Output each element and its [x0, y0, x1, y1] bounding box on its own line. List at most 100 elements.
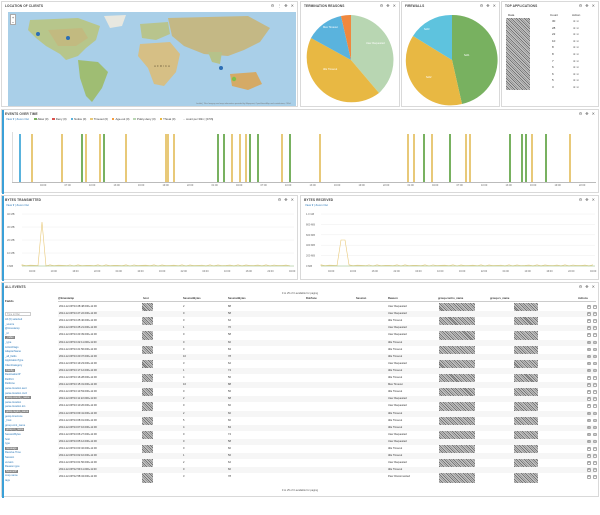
- zoom-in-button[interactable]: ⊕: [587, 361, 591, 366]
- expand-button[interactable]: ▾: [593, 454, 597, 458]
- zoom-icon[interactable]: ⊕ ⊖: [573, 85, 579, 89]
- table-row[interactable]: 2014-12-09T13:21:56.000+11:00 0 84 Idle Tim…: [58, 347, 597, 353]
- col-header[interactable]: Session: [356, 297, 367, 300]
- field-item[interactable]: DstZone: [5, 382, 15, 386]
- close-icon[interactable]: ✕: [591, 110, 595, 116]
- close-icon[interactable]: ✕: [392, 2, 396, 8]
- move-icon[interactable]: ✥: [486, 2, 490, 8]
- bytes-rx-sublabel[interactable]: View ▾ | Zoom Out: [305, 203, 328, 207]
- zoom-in-button[interactable]: ⊕: [587, 347, 591, 352]
- table-row[interactable]: 2014-12-09T13:02:10.000+11:00 1 56 Idle Tim…: [58, 453, 597, 460]
- field-group[interactable]: Config: [5, 368, 15, 372]
- col-count[interactable]: Count: [550, 13, 559, 17]
- event-bar[interactable]: [217, 134, 219, 182]
- zoom-in-button[interactable]: ⊕: [587, 404, 591, 408]
- events-sublabel[interactable]: View ▾ | Zoom Out: [6, 117, 29, 121]
- expand-button[interactable]: ▾: [593, 390, 597, 394]
- event-bar[interactable]: [223, 134, 225, 182]
- field-group[interactable]: group.rs_name: [5, 428, 25, 432]
- gear-icon[interactable]: ⚙: [578, 2, 583, 8]
- event-bar[interactable]: [413, 134, 415, 182]
- col-data[interactable]: Data: [508, 13, 515, 17]
- event-bar[interactable]: [85, 134, 87, 182]
- world-map[interactable]: + − AFRICA: [8, 12, 296, 106]
- expand-button[interactable]: ▾: [593, 340, 597, 344]
- event-bar[interactable]: [289, 134, 291, 182]
- move-icon[interactable]: ✥: [284, 2, 288, 8]
- gear-icon[interactable]: ⚙: [379, 2, 384, 8]
- expand-button[interactable]: ▾: [593, 368, 597, 373]
- legend-item[interactable]: Timeout (0): [90, 117, 108, 121]
- bytes-rx-chart[interactable]: 1.0 GB 800 MB 600 MB 400 MB 200 MB 0 MB 04:00 1…: [305, 208, 597, 280]
- zoom-icon[interactable]: ⊕ ⊖: [573, 71, 579, 76]
- zoom-in-button[interactable]: ⊕: [587, 305, 591, 309]
- legend-item[interactable]: ... count per 30m | [0.5h]: [179, 117, 213, 121]
- close-icon[interactable]: ✕: [591, 196, 595, 202]
- field-group[interactable]: message: [5, 446, 18, 450]
- field-item[interactable]: DstPort: [5, 377, 14, 381]
- expand-button[interactable]: ▾: [593, 432, 597, 437]
- table-row[interactable]: 2014-12-09T13:03:32.000+11:00 0 60 Idle Tim…: [58, 446, 597, 452]
- col-header[interactable]: group.contro_name: [438, 297, 464, 300]
- col-header[interactable]: Actions: [578, 297, 588, 300]
- zoom-in-button[interactable]: ⊕: [587, 376, 591, 380]
- gear-icon[interactable]: ⚙: [578, 110, 583, 116]
- col-header[interactable]: SessionBytes: [228, 297, 246, 300]
- expand-button[interactable]: ▾: [593, 376, 597, 380]
- expand-button[interactable]: ▾: [593, 425, 597, 430]
- events-plot[interactable]: [12, 132, 596, 182]
- expand-button[interactable]: ▾: [593, 312, 597, 316]
- firewalls-pie[interactable]: fw01 fw02 fw03: [402, 8, 501, 108]
- field-item[interactable]: DestinationIP: [5, 373, 21, 377]
- zoom-in-button[interactable]: ⊕: [587, 326, 591, 330]
- close-icon[interactable]: ✕: [290, 196, 294, 202]
- info-icon[interactable]: ⋮: [277, 2, 282, 8]
- field-item[interactable]: parse.location.rcvd: [5, 391, 27, 395]
- termination-pie[interactable]: User Requested Idle Timeout Max Timeout: [301, 8, 401, 108]
- table-row[interactable]: 2014-12-09T13:22:11.000+11:00 0 60 Idle Tim…: [58, 339, 597, 346]
- expand-button[interactable]: ▾: [593, 411, 597, 415]
- event-bar[interactable]: [125, 134, 127, 182]
- field-item[interactable]: _host: [5, 419, 12, 423]
- zoom-icon[interactable]: ⊕ ⊖: [573, 19, 579, 23]
- expand-button[interactable]: ▾: [593, 439, 597, 444]
- legend-item[interactable]: Policy-deny (0): [133, 117, 156, 121]
- zoom-in-button[interactable]: ⊕: [587, 390, 591, 394]
- table-row[interactable]: 2014-12-09T13:05:12.000+11:00 0 58 User Req…: [58, 438, 597, 445]
- expand-button[interactable]: ▾: [593, 326, 597, 330]
- field-item[interactable]: @timestamp: [5, 327, 20, 331]
- event-bar[interactable]: [569, 134, 571, 182]
- field-item[interactable]: ApplicationType: [5, 359, 24, 363]
- zoom-controls[interactable]: + −: [10, 14, 16, 25]
- field-group[interactable]: SourceIP: [5, 469, 18, 473]
- expand-button[interactable]: ▾: [593, 361, 597, 366]
- event-bar[interactable]: [165, 134, 167, 182]
- col-header[interactable]: group.rs_name: [490, 297, 510, 300]
- series-line[interactable]: [320, 239, 594, 267]
- zoom-in-button[interactable]: ⊕: [587, 432, 591, 437]
- legend-item[interactable]: Threat (0): [159, 117, 175, 121]
- event-bar[interactable]: [31, 134, 33, 182]
- expand-button[interactable]: ▾: [593, 354, 597, 359]
- table-row[interactable]: 2014-12-09T13:13:53.000+11:00 0 56 Idle Tim…: [58, 389, 597, 395]
- table-row[interactable]: 2014-12-09T13:06:27.000+11:00 0 74 User Req…: [58, 432, 597, 438]
- zoom-in-button[interactable]: ⊕: [587, 354, 591, 359]
- fields-filter[interactable]: Type to filter: [5, 312, 31, 316]
- close-icon[interactable]: ✕: [591, 2, 595, 8]
- zoom-in-button[interactable]: ⊕: [587, 411, 591, 415]
- field-item[interactable]: _all_fields: [5, 354, 17, 358]
- table-row[interactable]: 2014-12-09T13:08:01.000+11:00 5 60 Idle Tim…: [58, 418, 597, 424]
- zoom-in-button[interactable]: ⊕: [587, 454, 591, 458]
- expand-button[interactable]: ▾: [593, 475, 597, 479]
- zoom-in-button[interactable]: ⊕: [587, 368, 591, 373]
- field-item[interactable]: parse.location.lon: [5, 405, 26, 409]
- legend-item[interactable]: Notice (0): [70, 117, 86, 121]
- col-action[interactable]: Action: [572, 13, 581, 17]
- table-row[interactable]: 2014-12-09T13:28:48.000+11:00 2 88 User Req…: [58, 304, 597, 310]
- field-group[interactable]: geoip.country_name: [5, 396, 31, 400]
- zoom-icon[interactable]: ⊕ ⊖: [573, 78, 579, 83]
- field-item[interactable]: ClientCategory: [5, 364, 23, 367]
- field-item[interactable]: host: [5, 437, 10, 441]
- event-bar[interactable]: [281, 134, 283, 182]
- field-item[interactable]: geoip.timezone: [5, 414, 23, 418]
